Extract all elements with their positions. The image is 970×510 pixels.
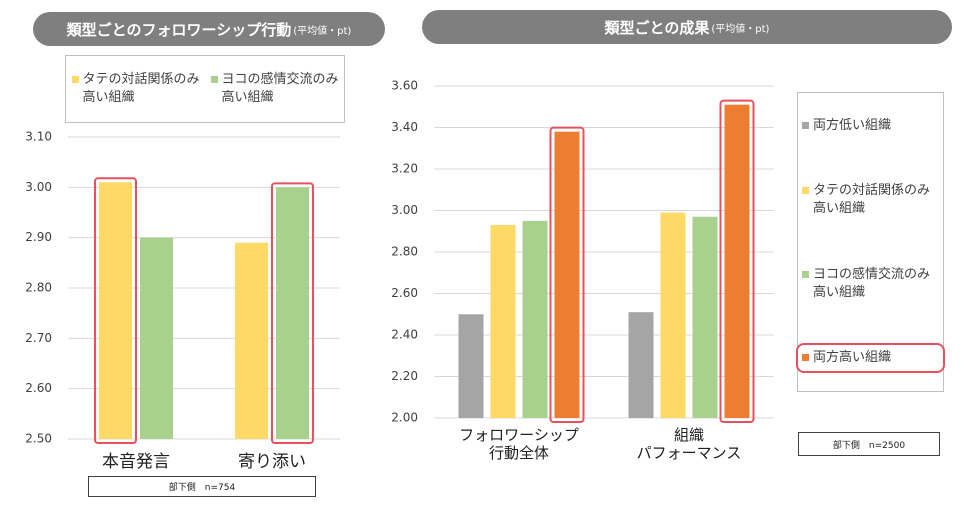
legend: 両方低い組織タテの対話関係のみ高い組織 ヨコの感情交流のみ高い組織両方高い組織 [796, 92, 945, 392]
y-tick-label: 2.60 [391, 286, 418, 300]
legend-label: 両方高い組織 [813, 350, 892, 366]
legend-swatch [802, 121, 809, 129]
y-tick-label: 2.00 [391, 411, 418, 425]
y-tick-label: 2.90 [25, 230, 52, 244]
highlight-box [719, 99, 755, 424]
legend-swatch [802, 270, 809, 278]
highlight-box [94, 177, 137, 445]
bar [458, 314, 484, 418]
y-tick-label: 3.10 [25, 130, 52, 144]
legend: タテの対話関係のみ高い組織 ヨコの感情交流のみ高い組織 [65, 55, 345, 123]
y-tick-label: 3.00 [391, 203, 418, 217]
title-text: 類型ごとのフォロワーシップ行動 [66, 20, 292, 39]
footnote: 部下側 n=2500 [798, 432, 940, 456]
subtitle: (平均値・pt) [711, 23, 770, 35]
bar [140, 237, 173, 439]
legend-label: ヨコの感情交流のみ高い組織 [221, 72, 339, 105]
bar [660, 212, 686, 418]
legend-swatch [210, 76, 218, 83]
legend-entry: 両方高い組織 [796, 343, 945, 374]
chart-title: 類型ごとの成果 (平均値・pt) [422, 10, 952, 44]
legend-entry: タテの対話関係のみ高い組織 [802, 182, 939, 218]
y-tick-label: 2.20 [391, 369, 418, 383]
y-tick-label: 3.40 [391, 120, 418, 134]
legend-entry: 両方低い組織 [802, 117, 939, 135]
highlight-box [271, 182, 314, 444]
legend-label: 両方低い組織 [813, 117, 892, 133]
y-tick-label: 2.80 [391, 245, 418, 259]
legend-label: タテの対話関係のみ高い組織 [813, 183, 931, 217]
y-tick-label: 3.20 [391, 162, 418, 176]
bar [235, 242, 268, 439]
x-tick-label: 寄り添い [238, 452, 306, 472]
bar [628, 312, 654, 418]
y-tick-label: 3.00 [25, 180, 52, 194]
legend-swatch [802, 187, 809, 195]
legend-entry: ヨコの感情交流のみ高い組織 [802, 266, 939, 302]
title-text: 類型ごとの成果 [604, 18, 710, 37]
y-tick-label: 3.60 [391, 79, 418, 93]
y-tick-label: 2.50 [25, 432, 52, 446]
legend-label: タテの対話関係のみ高い組織 [82, 72, 200, 105]
x-tick-label: 本音発言 [102, 452, 170, 472]
legend-entry: ヨコの感情交流のみ高い組織 [210, 71, 339, 107]
highlight-box [549, 126, 585, 424]
bar [692, 216, 718, 418]
legend-swatch [802, 354, 809, 362]
legend-swatch [71, 76, 79, 83]
y-tick-label: 2.80 [25, 281, 52, 295]
footnote: 部下側 n=754 [88, 476, 316, 497]
chart-title: 類型ごとのフォロワーシップ行動 (平均値・pt) [33, 12, 385, 46]
bar [522, 220, 548, 418]
bar [724, 104, 750, 419]
legend-label: ヨコの感情交流のみ高い組織 [813, 266, 931, 300]
bar [276, 187, 309, 439]
bar [99, 182, 132, 440]
bar [490, 225, 516, 418]
y-tick-label: 2.70 [25, 331, 52, 345]
legend-entry: タテの対話関係のみ高い組織 [71, 71, 200, 107]
y-tick-label: 2.60 [25, 381, 52, 395]
x-tick-label: 組織 パフォーマンス [636, 426, 742, 462]
y-tick-label: 2.40 [391, 328, 418, 342]
subtitle: (平均値・pt) [293, 25, 352, 37]
x-tick-label: フォロワーシップ 行動全体 [459, 426, 579, 462]
bar [554, 131, 580, 418]
